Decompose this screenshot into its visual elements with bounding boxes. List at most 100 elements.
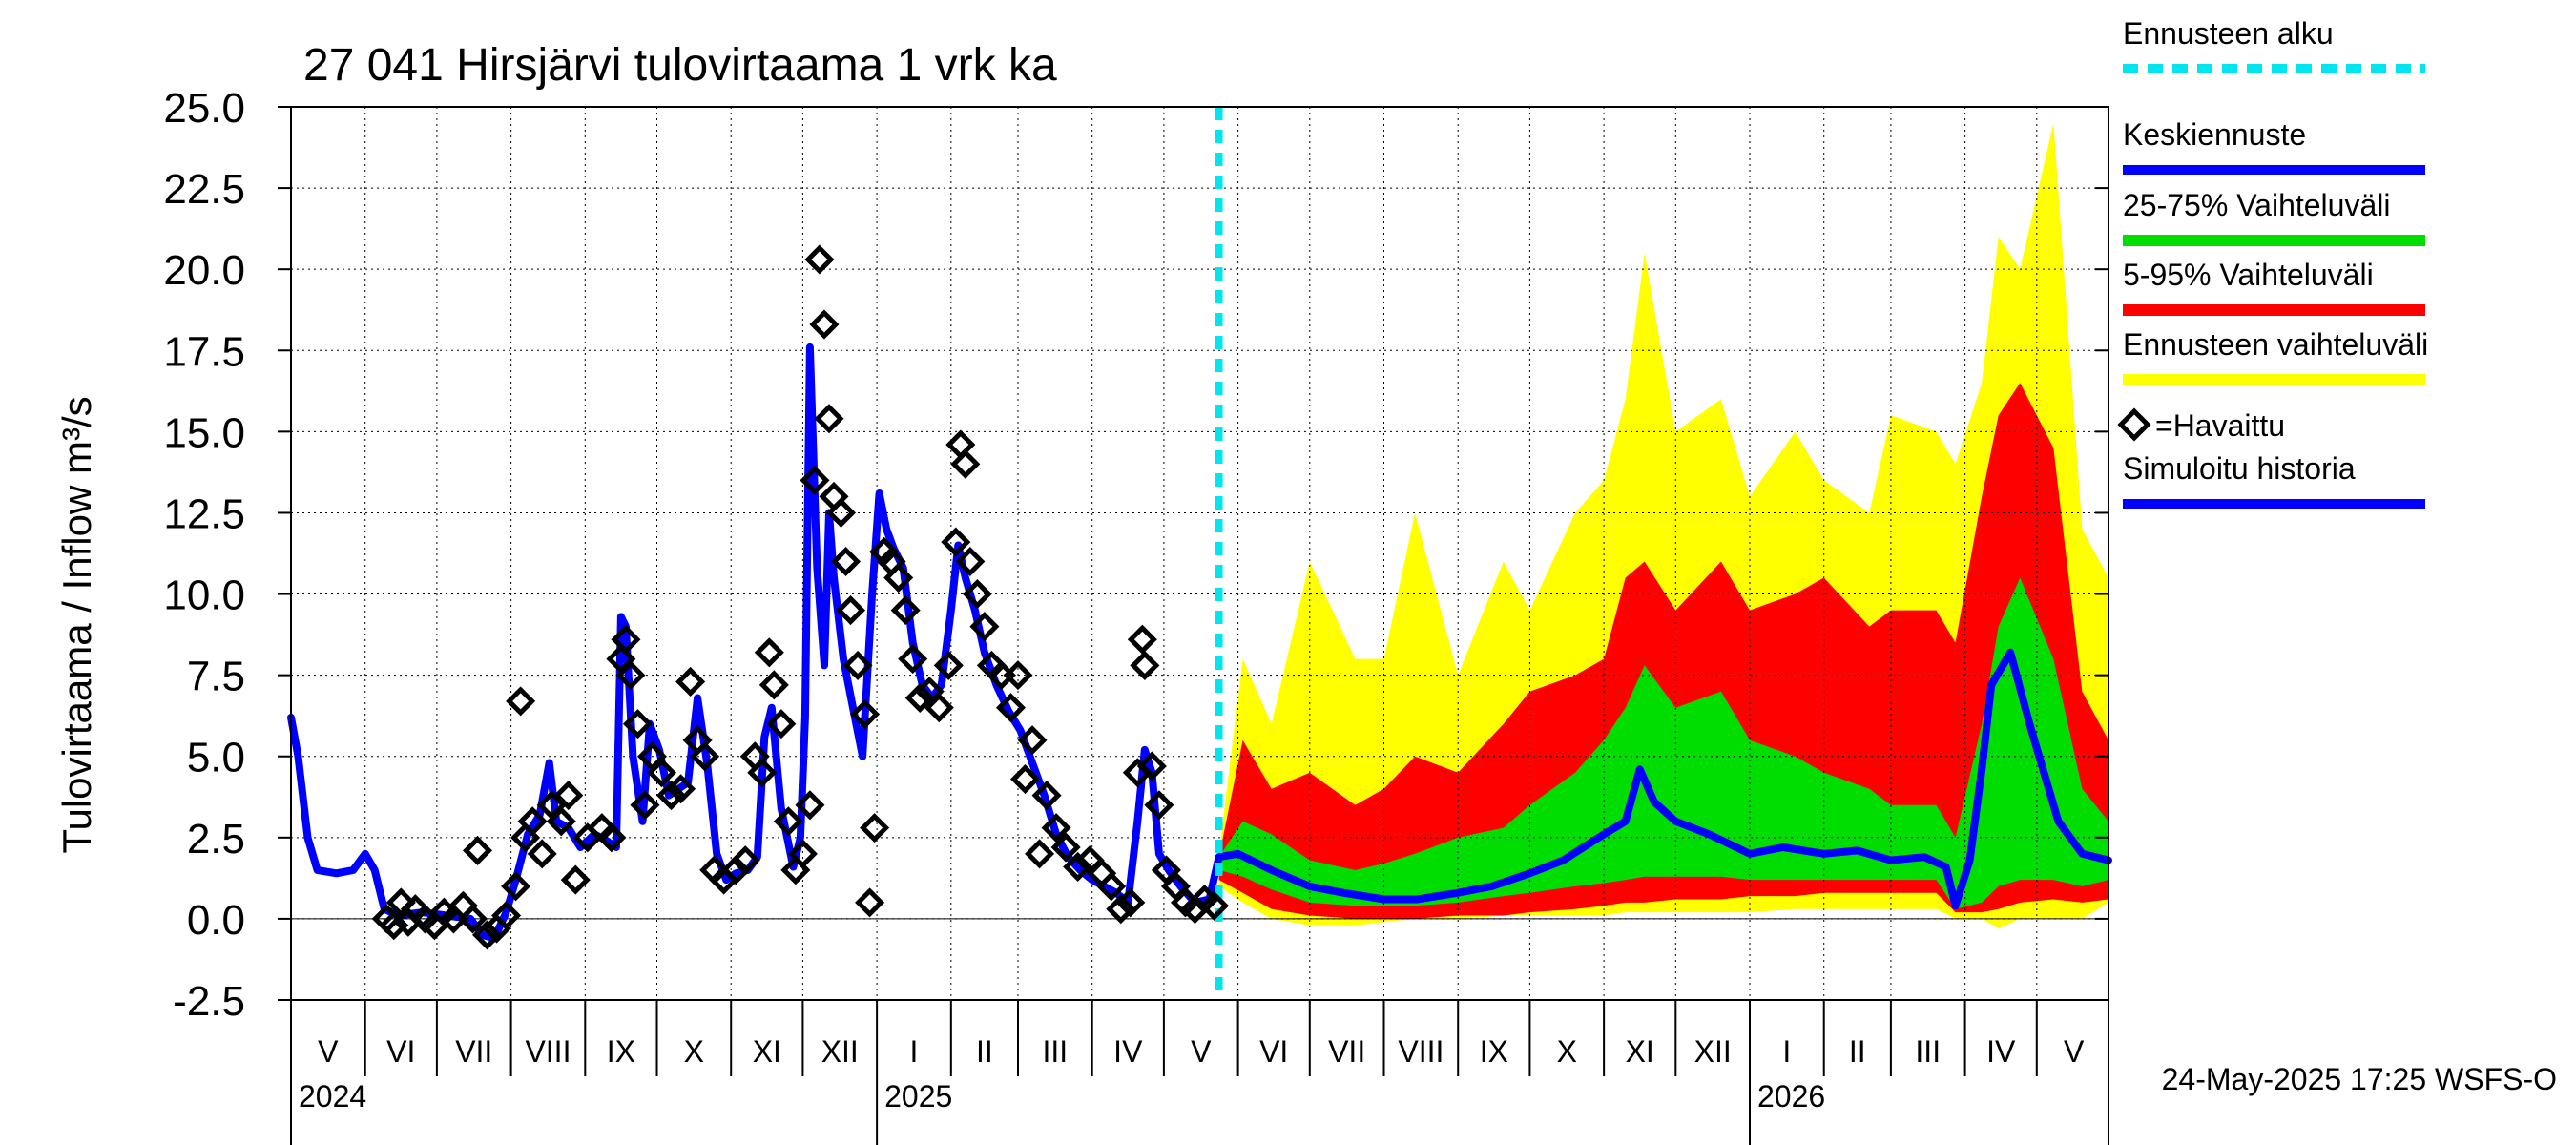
observed-point: [675, 666, 706, 697]
footer-timestamp: 24-May-2025 17:25 WSFS-O: [2162, 1062, 2557, 1096]
y-axis-label: Tulovirtaama / Inflow m³/s: [54, 396, 99, 853]
month-label: V: [318, 1034, 339, 1069]
observed-point: [804, 244, 835, 275]
observed-point: [773, 806, 803, 837]
observed-point: [1017, 725, 1048, 756]
observed-point: [995, 693, 1027, 723]
y-tick-label: 20.0: [163, 247, 245, 294]
month-label: III: [1043, 1034, 1069, 1069]
y-tick-label: 25.0: [163, 85, 245, 132]
legend-item: =Havaittu: [2117, 407, 2285, 443]
month-label: I: [910, 1034, 919, 1069]
month-label: VIII: [525, 1034, 571, 1069]
observed-point: [842, 650, 873, 680]
observed-markers: [371, 244, 1230, 950]
legend-label: Ennusteen alku: [2123, 16, 2334, 51]
month-label: XII: [821, 1034, 859, 1069]
month-label: I: [1782, 1034, 1791, 1069]
observed-point: [747, 758, 778, 788]
month-label: IX: [1480, 1034, 1508, 1069]
legend-item: Keskiennuste: [2123, 117, 2425, 175]
month-label: V: [2064, 1034, 2085, 1069]
observed-point: [962, 579, 992, 610]
observed-point: [472, 920, 503, 950]
y-tick-label: 22.5: [163, 166, 245, 213]
observed-point: [517, 806, 548, 837]
y-tick-label: -2.5: [173, 978, 245, 1025]
forecast-bands: [1218, 123, 2109, 929]
y-tick-label: 10.0: [163, 572, 245, 619]
observed-point: [890, 595, 921, 626]
year-label: 2025: [884, 1079, 952, 1114]
legend-item: Simuloitu historia: [2123, 451, 2425, 509]
observed-point: [656, 781, 687, 811]
observed-point: [546, 806, 576, 837]
y-tick-label: 17.5: [163, 328, 245, 375]
legend-marker-icon: [2117, 407, 2151, 442]
axes: -2.5 0.0 2.5 5.0 7.5 10.0 12.5 15.0 17.5 20.0 22.5…: [163, 85, 2109, 1145]
legend-item: 25-75% Vaihteluväli: [2123, 188, 2425, 246]
legend-label: Simuloitu historia: [2123, 451, 2356, 486]
observed-point: [553, 781, 584, 811]
observed-point: [1031, 781, 1062, 811]
month-label: VI: [386, 1034, 415, 1069]
month-label: VII: [1328, 1034, 1365, 1069]
observed-point: [766, 709, 797, 739]
observed-point: [1127, 624, 1157, 655]
observed-point: [1063, 851, 1093, 882]
observed-point: [379, 910, 409, 941]
legend: Ennusteen alku Keskiennuste 25-75% Vaihtel…: [2117, 16, 2428, 509]
observed-point: [1041, 813, 1071, 843]
month-label: X: [1557, 1034, 1577, 1069]
observed-point: [904, 682, 935, 713]
observed-point: [830, 546, 862, 577]
observed-point: [596, 822, 627, 853]
observed-point: [491, 900, 522, 931]
month-label: IV: [1986, 1034, 2016, 1069]
observed-point: [941, 527, 971, 557]
band-5-95-vaihteluv-li: [1218, 383, 2109, 919]
observed-point: [1106, 894, 1136, 925]
observed-point: [646, 758, 677, 788]
year-label: 2024: [299, 1079, 366, 1114]
chart-title: 27 041 Hirsjärvi tulovirtaama 1 vrk ka: [303, 40, 1057, 91]
legend-label: Ennusteen vaihteluväli: [2123, 327, 2428, 362]
y-tick-label: 12.5: [163, 490, 245, 537]
observed-point: [1050, 832, 1081, 863]
observed-point: [1003, 660, 1033, 691]
observed-point: [883, 562, 914, 593]
observed-point: [924, 693, 954, 723]
observed-point: [1025, 839, 1055, 869]
observed-point: [462, 835, 493, 865]
legend-label: =Havaittu: [2155, 408, 2285, 443]
series-lines: [287, 107, 2112, 1000]
observed-point: [800, 465, 830, 495]
observed-point: [1115, 887, 1146, 918]
month-label: II: [976, 1034, 993, 1069]
month-label: VII: [455, 1034, 492, 1069]
observed-point: [666, 774, 696, 804]
observed-point: [720, 855, 751, 885]
observed-point: [1009, 764, 1041, 795]
y-tick-label: 2.5: [187, 816, 245, 863]
observed-point: [457, 904, 488, 934]
y-tick-label: 5.0: [187, 735, 245, 781]
line-simuloitu-historia: [287, 343, 1223, 943]
observed-point: [825, 497, 857, 528]
observed-point: [795, 790, 825, 821]
observed-point: [560, 864, 591, 895]
observed-point: [950, 448, 981, 479]
observed-point: [630, 790, 660, 821]
legend-label: 5-95% Vaihteluväli: [2123, 258, 2374, 292]
year-label: 2026: [1757, 1079, 1825, 1114]
legend-label: Keskiennuste: [2123, 117, 2306, 152]
month-label: XII: [1694, 1034, 1732, 1069]
observed-point: [622, 709, 653, 739]
y-tick-label: 15.0: [163, 409, 245, 456]
observed-point: [836, 595, 866, 626]
y-tick-label: 0.0: [187, 897, 245, 944]
observed-point: [809, 309, 840, 340]
observed-point: [969, 612, 1000, 642]
line-keskiennuste: [1215, 648, 2112, 910]
month-label: VI: [1259, 1034, 1288, 1069]
